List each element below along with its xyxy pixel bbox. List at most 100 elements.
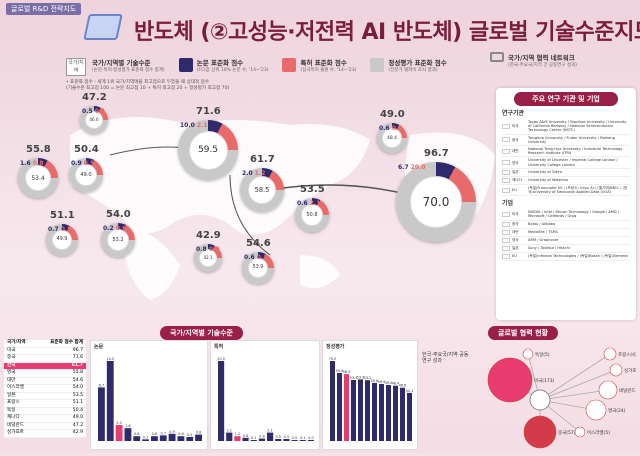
chart-patent-svg: 20.02.11.2 0.80.1 0.62.10.5 0.5 0.0 0.1 0.0	[217, 357, 314, 441]
org-country: 일본	[502, 169, 528, 175]
org-row: 중국 Baidu / Alibaba	[502, 221, 630, 229]
flag-icon	[502, 137, 510, 143]
collab-network-svg: 미국(173) 중국(57) 프랑스(4) 싱가포르(6) 네덜란드(22) 영국(24)…	[487, 347, 640, 449]
paper-patent-score: 1.6 0.8	[20, 160, 43, 167]
org-country-name: 미국	[512, 124, 519, 129]
bar-label: 1.6	[125, 424, 131, 428]
rank-row: 중국 71.6	[4, 355, 86, 363]
rank-row: 독일 50.4	[4, 407, 86, 415]
bar-label: 6.7	[99, 383, 105, 387]
bar	[267, 432, 274, 441]
bar	[275, 439, 282, 441]
rank-header-score: 표준화 점수 합계	[50, 340, 83, 345]
chart-patent: 특허 20.0 2.1 1.2 0.8 0.1 0.6 2.1 0.5 0.5 0.0 0.1 0.0	[210, 340, 320, 450]
bar-label: 0.8	[196, 431, 202, 435]
flag-disc: 49.0	[74, 163, 98, 187]
qual-score: 53.2	[112, 236, 124, 243]
rank-country: 중국	[7, 355, 16, 360]
bar	[115, 425, 123, 441]
org-names: University of Waterloo	[528, 177, 568, 182]
paper-patent-score: 0.6 0.0	[379, 125, 402, 132]
qual-score: 53.4	[31, 174, 45, 182]
paper-score: 0.6	[379, 125, 390, 132]
rank-score: 42.9	[72, 430, 83, 435]
chart-title: 논문	[94, 344, 104, 350]
bar	[337, 373, 342, 441]
rank-row: 한국 61.7	[4, 362, 86, 370]
bar	[218, 361, 225, 441]
network-node	[598, 380, 618, 400]
rank-score: 49.0	[72, 415, 83, 420]
patent-score: 0.8	[32, 160, 44, 167]
org-row: 일본 Sony / Toshiba / Hitachi	[502, 245, 630, 253]
chart-paper: 논문 6.7 10.0 2.0 1.6 0.6 0.2 0.6 0.7 0.9 0.6 0.5 0.8	[90, 340, 208, 450]
org-country: 영국	[502, 237, 528, 243]
org-names: ARM / Graphcore	[528, 237, 559, 242]
bar	[159, 435, 167, 441]
patent-score: 20.0	[410, 164, 426, 171]
bar-label: 0.5	[187, 433, 193, 437]
qual-score: 49.0	[80, 171, 92, 178]
org-row: 영국 University of Leicester / Imperial Col…	[502, 157, 630, 169]
flag-icon	[502, 177, 510, 183]
rank-score: 47.2	[72, 422, 83, 428]
bar	[258, 438, 265, 441]
bar	[177, 436, 185, 441]
total-score: 55.8	[26, 144, 51, 155]
network-node-label: 독일(5)	[535, 351, 550, 358]
flag-disc: 46.6	[84, 110, 104, 130]
rank-header-country: 국가/지역	[7, 340, 26, 345]
org-names: University of Tokyo	[528, 169, 562, 174]
bar	[330, 361, 335, 441]
note: • 표준화 점수 : 세계 1위 국가/지역에을 최고점으로 두었을 때 상대적…	[66, 80, 229, 92]
bar	[234, 436, 241, 441]
rank-score: 50.4	[72, 407, 83, 413]
bar	[186, 437, 194, 441]
org-row: 미국 Texas A&M University / Stanford Univer…	[502, 119, 630, 135]
bar	[400, 387, 405, 441]
paper-score: 2.0	[242, 170, 253, 177]
rank-rows: 미국 96.7 중국 71.6 한국 61.7 영국 55.8 대만 54.6 이스라엘 54.0 일본…	[4, 348, 86, 438]
org-names: (독일)Infineon Technologies / (독일)Bosch / …	[528, 253, 629, 258]
bar-label: 0.7	[160, 431, 166, 435]
org-country-name: 일본	[512, 170, 519, 175]
legend-title: 특허 표준화 점수	[300, 59, 347, 67]
org-country-name: 대만	[512, 149, 519, 154]
paper-score: 1.6	[20, 160, 31, 167]
network-node-label: 네덜란드(22)	[619, 387, 636, 394]
landmass-oceania	[300, 255, 340, 289]
org-row: 미국 NVIDIA / Intel / Micron Technology / G…	[502, 209, 630, 221]
chart-paper-svg: 6.710.02.01.60.60.20.6 0.7 0.90.6 0.50.8	[98, 357, 202, 441]
org-country-name: 중국	[512, 222, 519, 227]
flag-disc: 50.8	[300, 203, 324, 227]
country-bubble: 59.5	[178, 120, 238, 180]
org-country: 대만	[502, 229, 528, 235]
bar-label: 58.5	[343, 370, 351, 374]
org-country-name: 영국	[512, 238, 519, 243]
network-link	[539, 353, 611, 401]
org-names: MediaTek / TSMC	[528, 229, 559, 234]
total-score: 71.6	[196, 106, 221, 117]
rank-row: 대만 54.6	[4, 378, 86, 385]
flag-icon	[502, 169, 510, 175]
network-link	[539, 389, 609, 401]
legend-title: 정성평가 표준화 점수	[388, 59, 447, 67]
bar-label: 50.8	[371, 379, 379, 383]
flag-icon	[502, 245, 510, 251]
country-bubble: 53.4	[18, 158, 58, 198]
bar	[142, 439, 149, 441]
paper-score: 0.5	[82, 108, 93, 115]
qual-score: 46.6	[89, 117, 99, 123]
bar-label: 0.0	[308, 436, 314, 440]
org-row: EU (독일)Infineon Technologies / (독일)Bosch …	[502, 253, 630, 261]
paper-score: 0.6	[244, 254, 255, 261]
bar	[307, 440, 314, 441]
paper-patent-score: 0.7 0.5	[48, 226, 71, 233]
qual-score: 53.9	[252, 265, 264, 271]
note-line: (기술수준 최고점 100 = 논문 최고점 10 + 특허 최고점 20 + …	[66, 86, 230, 91]
legend-item-paper: 논문 표준화 점수 (FCI값 상위 10% 논문 수, '14~'23)	[178, 57, 268, 73]
total-score: 96.7	[424, 148, 449, 159]
bar-label: 2.1	[226, 429, 232, 433]
country-bubble: 46.6	[80, 106, 108, 134]
flag-disc: 53.4	[25, 165, 51, 191]
